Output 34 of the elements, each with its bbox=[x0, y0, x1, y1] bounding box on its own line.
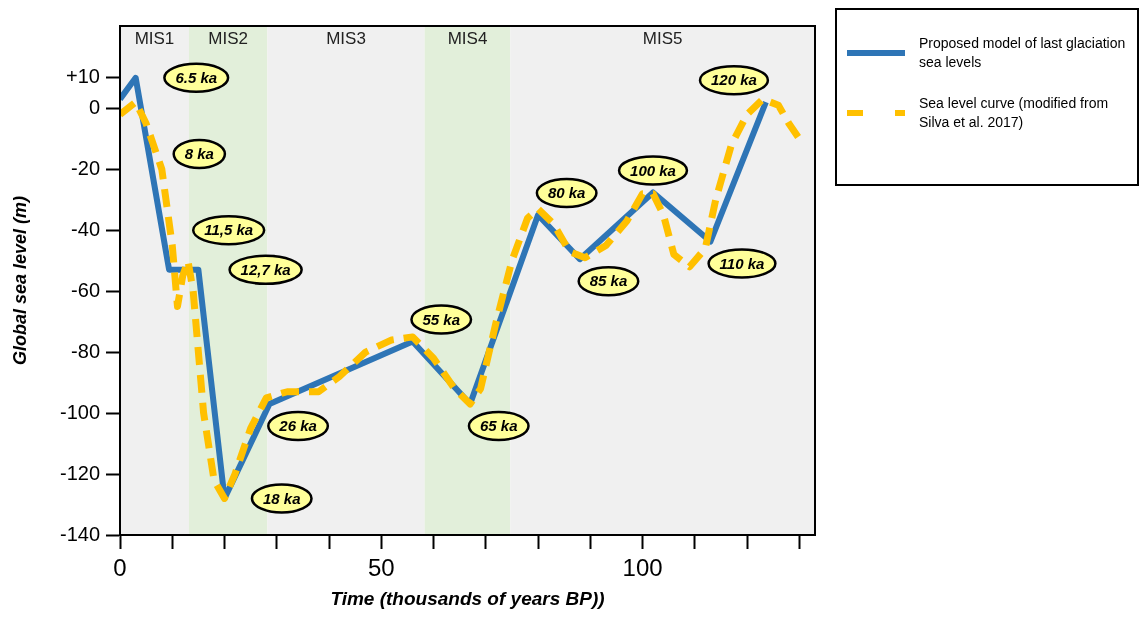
y-axis-title: Global sea level (m) bbox=[9, 195, 30, 366]
annotation: 18 ka bbox=[262, 489, 301, 507]
x-tick-label: 50 bbox=[367, 554, 395, 582]
band-label: MIS2 bbox=[208, 28, 249, 48]
annotation: 8 ka bbox=[184, 145, 214, 163]
legend-label: Proposed model of last glaciation sea levels bbox=[919, 34, 1127, 72]
y-tick-label: -100 bbox=[59, 400, 100, 423]
annotation: 12,7 ka bbox=[240, 260, 291, 278]
band-label: MIS1 bbox=[134, 28, 175, 48]
band-label: MIS5 bbox=[642, 28, 683, 48]
y-tick-label: -40 bbox=[71, 217, 100, 240]
annotation: 55 ka bbox=[422, 310, 461, 328]
annotation: 100 ka bbox=[630, 161, 676, 179]
x-tick-label: 100 bbox=[622, 554, 663, 582]
annotation: 120 ka bbox=[710, 71, 757, 89]
legend-label: Sea level curve (modified from Silva et al. 2017) bbox=[919, 94, 1110, 132]
annotation: 6.5 ka bbox=[175, 68, 218, 86]
annotation: 80 ka bbox=[547, 184, 586, 202]
y-tick-label: 0 bbox=[88, 95, 100, 118]
y-tick-label: -60 bbox=[71, 278, 100, 301]
y-tick-label: -140 bbox=[59, 522, 100, 545]
y-tick-label: -80 bbox=[71, 339, 100, 362]
annotation: 85 ka bbox=[589, 272, 628, 290]
y-tick-label: -20 bbox=[71, 156, 100, 179]
band-label: MIS3 bbox=[326, 28, 366, 48]
x-tick-label: 0 bbox=[113, 554, 127, 582]
annotation: 26 ka bbox=[278, 417, 317, 435]
band-label: MIS4 bbox=[447, 28, 488, 48]
annotation: 110 ka bbox=[719, 254, 765, 272]
x-axis-title: Time (thousands of years BP)) bbox=[330, 587, 605, 609]
annotation: 11,5 ka bbox=[204, 221, 254, 239]
y-tick-label: -120 bbox=[59, 461, 100, 484]
annotation: 65 ka bbox=[479, 417, 518, 435]
y-tick-label: +10 bbox=[66, 65, 100, 88]
